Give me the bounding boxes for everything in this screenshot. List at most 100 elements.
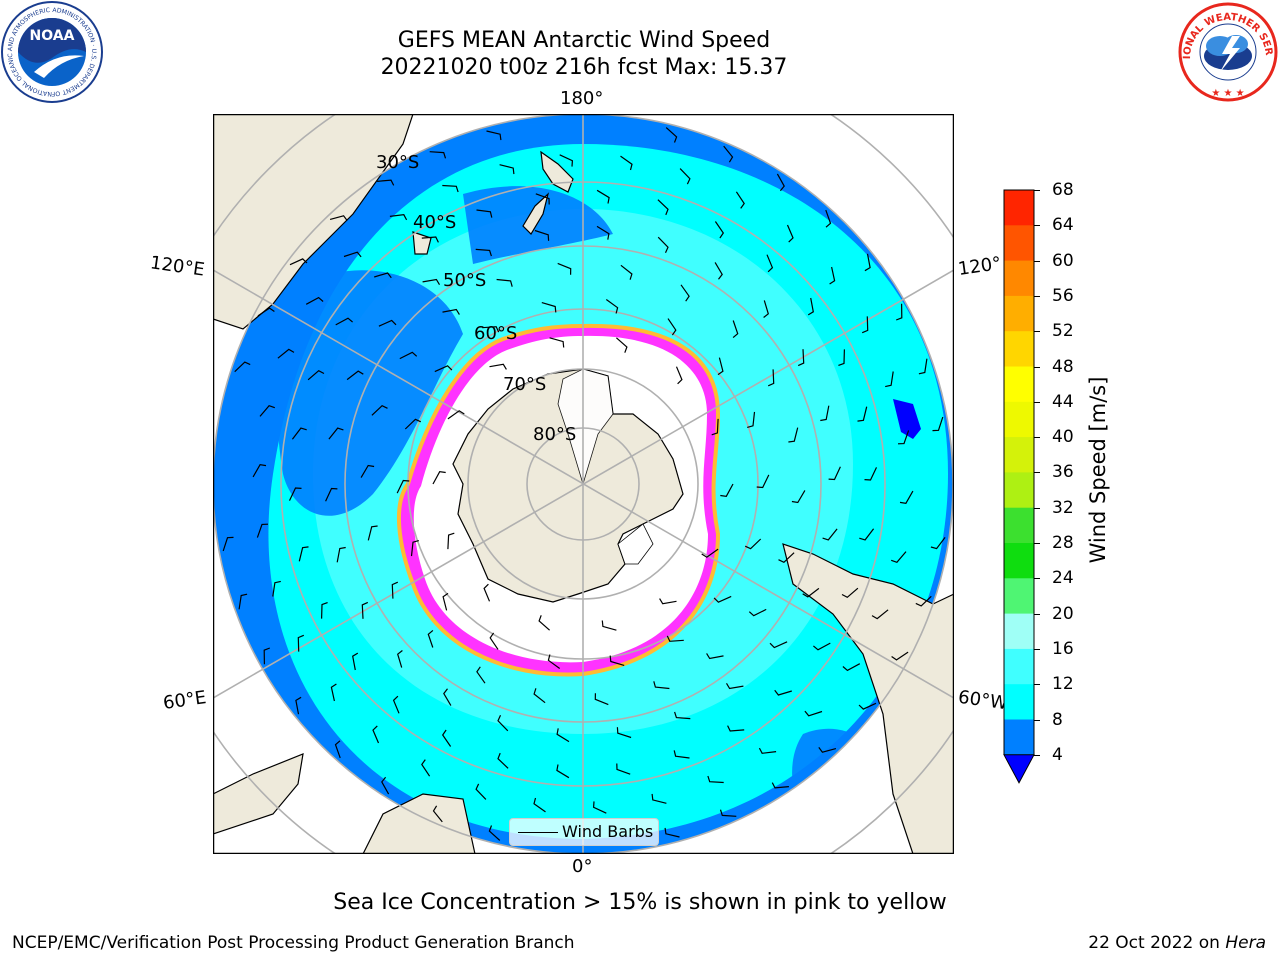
antarctic-map <box>213 114 954 854</box>
wind-barb <box>930 537 946 550</box>
wind-barb <box>489 632 499 650</box>
wind-barb <box>592 801 607 814</box>
wind-barb <box>476 209 493 218</box>
wind-barb <box>238 593 248 610</box>
wind-barb <box>769 641 788 649</box>
wind-barb <box>706 653 724 660</box>
svg-text:★ ★ ★: ★ ★ ★ <box>1211 88 1244 99</box>
wind-barb <box>596 189 610 204</box>
colorbar-segment <box>1004 578 1034 615</box>
wind-barb <box>841 587 859 599</box>
colorbar-extend-arrow <box>1003 754 1035 784</box>
wind-barb <box>535 193 550 205</box>
wind-barb <box>475 248 492 257</box>
wind-barb <box>717 357 724 376</box>
wind-barb <box>234 361 251 373</box>
wind-barb-legend-line <box>518 832 558 833</box>
colorbar-segment <box>1004 366 1034 403</box>
wind-barb <box>807 297 814 316</box>
wind-barb <box>482 326 500 333</box>
wind-barb <box>620 155 633 171</box>
wind-barb <box>744 538 762 550</box>
wind-barb <box>361 601 369 619</box>
colorbar-tick-label: 8 <box>1052 709 1063 730</box>
wind-barb <box>389 214 408 221</box>
africa-land <box>213 753 304 835</box>
lon-label-upper-left: 120°E <box>148 252 206 281</box>
wind-barb <box>594 693 609 706</box>
colorbar-tick-label: 56 <box>1052 285 1074 306</box>
wind-barb <box>410 540 419 557</box>
lat-label-40s: 40°S <box>413 212 457 233</box>
lat-label-80s: 80°S <box>533 424 577 445</box>
legend-label: Wind Barbs <box>562 822 654 841</box>
wind-barb <box>620 264 633 280</box>
wind-barb <box>289 258 308 266</box>
wind-barb <box>404 418 422 430</box>
map-legend: Wind Barbs <box>509 818 659 846</box>
wind-barb <box>263 647 271 665</box>
colorbar-segment <box>1004 401 1034 438</box>
wind-barb <box>820 405 830 422</box>
wind-barb <box>895 303 903 321</box>
wind-barb <box>616 763 631 775</box>
colorbar-tick-label: 40 <box>1052 427 1074 448</box>
wind-barb <box>557 262 572 275</box>
wind-barb <box>778 552 795 564</box>
wind-barb <box>713 595 732 603</box>
wind-barb <box>802 587 820 598</box>
colorbar-segment <box>1004 295 1034 332</box>
colorbar-segment <box>1004 719 1034 756</box>
wind-barb <box>667 318 677 336</box>
wind-barb <box>291 427 307 440</box>
wind-barb <box>857 406 868 422</box>
chart-subtitle: 20221020 t00z 216h fcst Max: 15.37 <box>380 55 788 80</box>
wind-barb <box>891 551 907 564</box>
colorbar-segment <box>1004 543 1034 579</box>
wind-barb <box>343 251 362 258</box>
colorbar-title: Wind Speed [m/s] <box>1086 376 1110 564</box>
footer-branch: NCEP/EMC/Verification Post Processing Pr… <box>12 933 575 953</box>
wind-barb <box>864 253 871 272</box>
wind-barb <box>397 650 403 668</box>
wind-barb <box>396 479 410 494</box>
wind-barbs <box>222 127 946 841</box>
wind-barb <box>791 490 806 504</box>
wind-barb <box>918 358 928 375</box>
wind-barb <box>763 300 769 318</box>
wind-barb <box>864 467 878 481</box>
wind-barb <box>325 487 338 502</box>
wind-barb <box>497 752 509 769</box>
wind-barb <box>372 725 380 744</box>
wind-barb <box>861 316 869 334</box>
wind-barb <box>758 747 777 754</box>
wind-barb <box>549 337 565 348</box>
wind-barb <box>441 729 452 747</box>
wind-barb <box>915 595 932 607</box>
wind-barb <box>421 759 431 777</box>
wind-barb <box>334 740 341 759</box>
noaa-logo-text: NOAA <box>30 28 75 44</box>
wind-barb <box>842 663 861 672</box>
wind-barb <box>714 221 725 239</box>
wind-barb <box>616 727 632 739</box>
wind-barb <box>489 363 507 370</box>
wind-barb <box>680 284 690 302</box>
colorbar-segment <box>1004 684 1034 720</box>
wind-barb <box>378 319 397 327</box>
wind-barb <box>330 683 337 702</box>
colorbar-segment <box>1004 472 1034 509</box>
wind-barb <box>442 592 449 611</box>
lon-label-top: 180° <box>560 88 604 109</box>
wind-barb <box>432 805 443 823</box>
colorbar-tick-label: 64 <box>1052 215 1074 236</box>
wind-barb <box>272 580 281 597</box>
wind-barb <box>774 689 792 696</box>
wind-barb <box>367 525 378 541</box>
wind-barb <box>665 127 678 143</box>
colorbar-segment <box>1004 190 1034 226</box>
wind-barb <box>346 370 364 381</box>
wind-barb <box>399 351 418 360</box>
wind-barb <box>899 490 914 504</box>
colorbar-tick-label: 28 <box>1052 533 1074 553</box>
